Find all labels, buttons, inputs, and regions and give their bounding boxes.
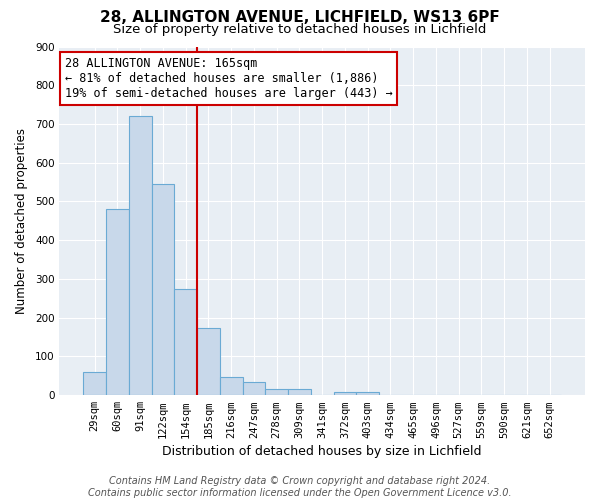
Bar (83, 372, 106, 395)
Text: 28 ALLINGTON AVENUE: 165sqm
← 81% of detached houses are smaller (1,886)
19% of : 28 ALLINGTON AVENUE: 165sqm ← 81% of det… (65, 57, 392, 100)
Bar (175, 288, 197, 395)
Bar (152, 184, 175, 395)
Bar (356, 392, 379, 395)
Y-axis label: Number of detached properties: Number of detached properties (15, 128, 28, 314)
Bar (129, 116, 152, 395)
Bar (106, 209, 129, 395)
Bar (197, 328, 220, 395)
X-axis label: Distribution of detached houses by size in Lichfield: Distribution of detached houses by size … (163, 444, 482, 458)
Text: Contains HM Land Registry data © Crown copyright and database right 2024.
Contai: Contains HM Land Registry data © Crown c… (88, 476, 512, 498)
Text: 28, ALLINGTON AVENUE, LICHFIELD, WS13 6PF: 28, ALLINGTON AVENUE, LICHFIELD, WS13 6P… (100, 10, 500, 25)
Bar (265, 390, 288, 395)
Bar (220, 377, 242, 395)
Bar (242, 382, 265, 395)
Text: Size of property relative to detached houses in Lichfield: Size of property relative to detached ho… (113, 22, 487, 36)
Bar (288, 390, 311, 395)
Bar (334, 392, 356, 395)
